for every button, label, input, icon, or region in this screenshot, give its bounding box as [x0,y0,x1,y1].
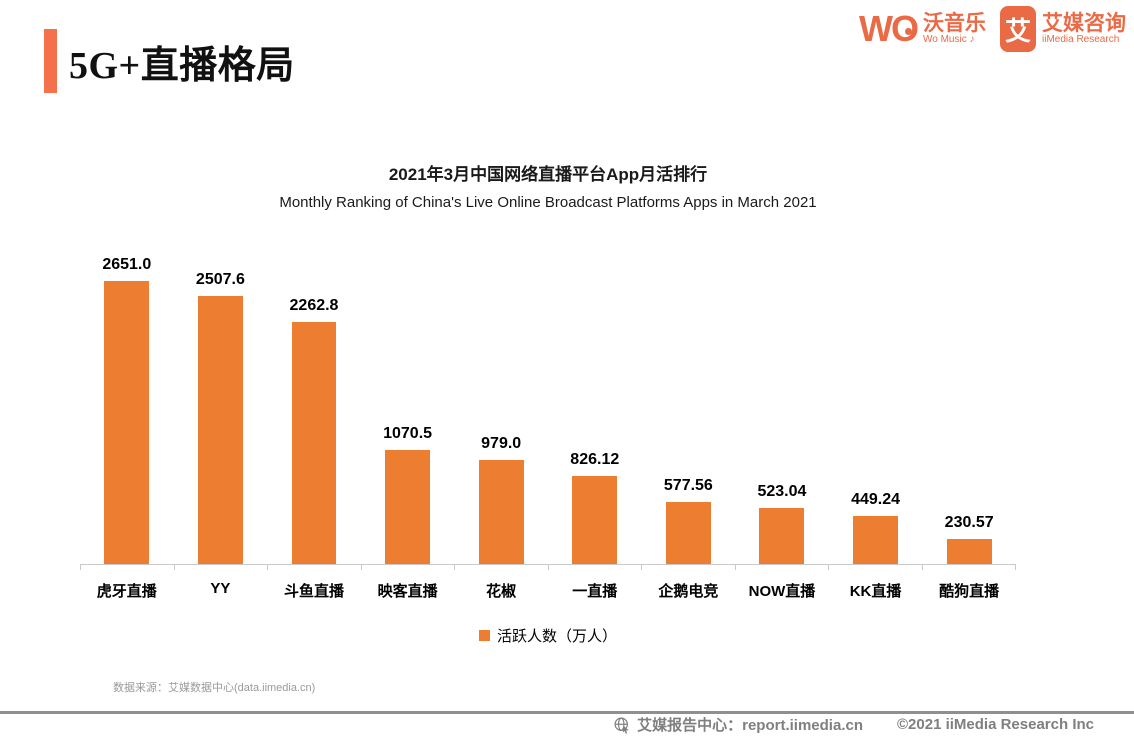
plot-area: 2651.0 2507.6 2262.8 1070.5 979.0 826.12 577.5… [80,244,1016,564]
bar [572,475,618,564]
category-label: 斗鱼直播 [283,583,344,600]
x-axis [80,564,1016,570]
bar-slot: 577.56 [642,244,736,564]
bar-slot: 230.57 [922,244,1016,564]
footer-copyright: ©2021 iiMedia Research Inc [897,716,1094,733]
header: 5G+直播格局 [44,28,1124,94]
category-label: NOW直播 [748,583,816,600]
bar-value-label: 230.57 [944,514,994,532]
bar-slot: 979.0 [454,244,548,564]
footer-report-text: 艾媒报告中心：report.iimedia.cn [637,717,863,734]
chart-subtitle: Monthly Ranking of China's Live Online B… [279,194,817,211]
category-axis-labels: 虎牙直播 YY 斗鱼直播 映客直播 花椒 一直播 企鹅电竞 NOW直播 KK直播 酷狗直播 [80,580,1016,601]
bar [478,459,524,564]
legend-swatch [478,630,490,641]
bar [665,502,711,564]
bar-value-label: 523.04 [757,483,807,501]
womusic-mark-o: O [890,8,919,49]
category-label: 映客直播 [377,583,438,600]
globe-cursor-icon [614,717,629,734]
axis-tick [829,565,923,570]
bar-value-label: 577.56 [663,477,713,495]
bar-value-label: 2262.8 [289,297,339,315]
axis-tick [175,565,268,570]
bar-value-label: 449.24 [851,491,901,509]
womusic-mark-icon: WO [859,8,919,49]
bar [291,322,337,564]
axis-tick [642,565,736,570]
iimedia-badge-icon: 艾 [1000,6,1036,52]
axis-tick [80,565,175,570]
footer: 艾媒报告中心：report.iimedia.cn ©2021 iiMedia R… [613,714,1094,735]
category-label: KK直播 [849,583,902,600]
source-note: 数据来源：艾媒数据中心(data.iimedia.cn) [113,682,316,694]
iimedia-logo: 艾 艾媒咨询 iiMedia Research [1000,6,1126,52]
bar-value-label: 979.0 [481,434,522,452]
category-label: 虎牙直播 [96,583,157,600]
bar-value-label: 826.12 [570,450,620,468]
bar-chart: 2021年3月中国网络直播平台App月活排行 Monthly Ranking o… [80,160,1016,646]
iimedia-logo-en: iiMedia Research [1042,33,1120,45]
bar [853,516,898,564]
womusic-logo-en: Wo Music ♪ [923,33,975,45]
bar [104,281,150,564]
bar [197,296,243,564]
axis-tick [362,565,455,570]
accent-bar [44,29,57,93]
category-label: 酷狗直播 [939,583,1000,600]
bar [946,539,992,564]
bar [759,508,805,564]
bar [385,449,431,564]
womusic-logo-cn: 沃音乐 [923,11,986,35]
bar-value-label: 1070.5 [383,424,433,442]
category-label: 一直播 [572,583,618,600]
music-dot-icon [905,28,913,36]
footer-divider [0,711,1134,714]
category-label: YY [210,580,231,597]
womusic-logo: WO 沃音乐 Wo Music ♪ [859,11,986,47]
bar-value-label: 2507.6 [195,271,245,289]
womusic-mark-w: W [859,8,893,49]
legend: 活跃人数（万人） [80,625,1016,646]
footer-report-center: 艾媒报告中心：report.iimedia.cn [613,714,863,735]
axis-tick [736,565,829,570]
category-label: 花椒 [486,583,517,600]
bar-slot: 2507.6 [174,244,268,564]
iimedia-logo-cn: 艾媒咨询 [1042,11,1126,35]
axis-tick [923,565,1016,570]
category-label: 企鹅电竞 [658,583,719,600]
bar-slot: 2651.0 [80,244,174,564]
bar-value-label: 2651.0 [102,256,152,273]
page-title: 5G+直播格局 [69,44,295,87]
bar-slot: 2262.8 [267,244,361,564]
axis-tick [455,565,549,570]
bar-slot: 449.24 [829,244,923,564]
bar-slot: 826.12 [548,244,642,564]
legend-label: 活跃人数（万人） [496,628,617,645]
chart-title: 2021年3月中国网络直播平台App月活排行 [388,165,708,184]
bar-slot: 523.04 [735,244,829,564]
axis-tick [549,565,642,570]
axis-tick [268,565,362,570]
brand-logos: WO 沃音乐 Wo Music ♪ 艾 艾媒咨询 iiMedia Researc… [859,6,1126,52]
bar-slot: 1070.5 [361,244,455,564]
